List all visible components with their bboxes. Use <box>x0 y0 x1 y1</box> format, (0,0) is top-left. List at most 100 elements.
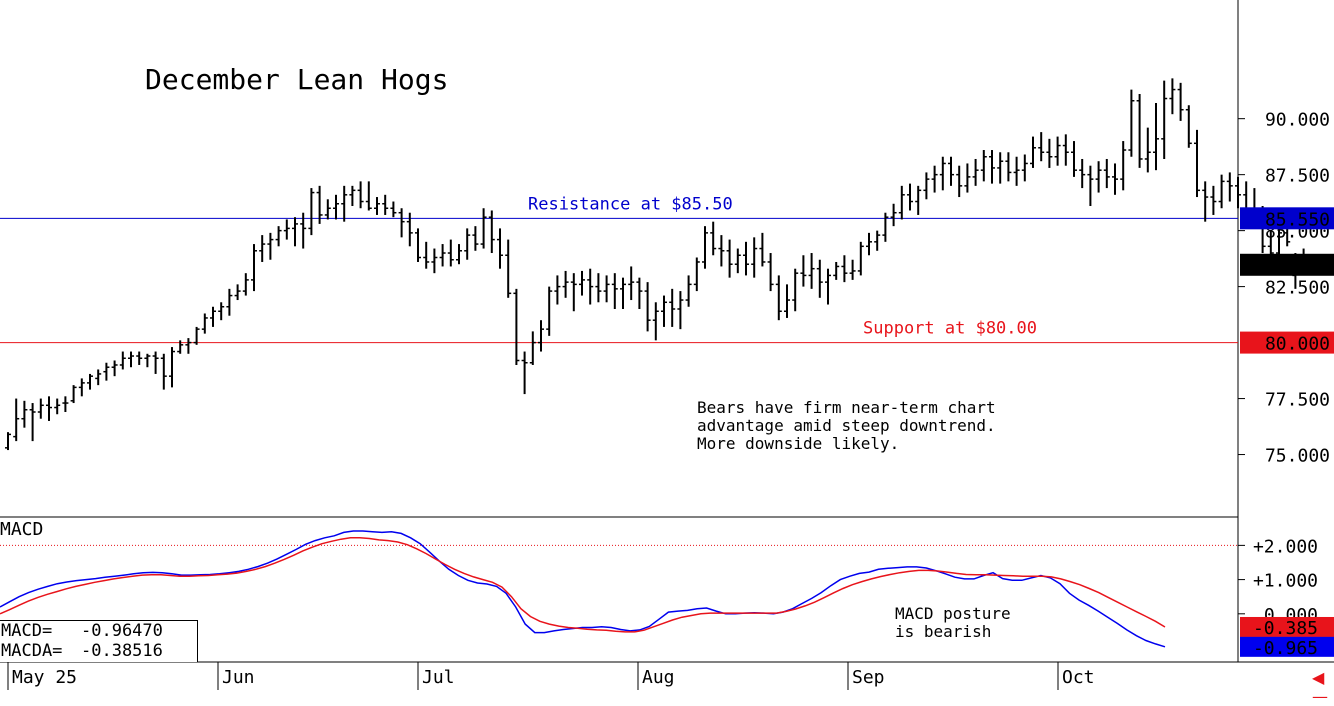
price-bar <box>562 270 569 298</box>
price-bar <box>62 396 69 412</box>
macd-line <box>0 530 1166 648</box>
price-bar <box>439 244 446 267</box>
resistance-tag-text: 85.550 <box>1265 209 1330 230</box>
price-bar <box>456 244 462 265</box>
price-bar <box>1120 141 1127 191</box>
price-bar <box>1062 134 1069 166</box>
price-bar <box>784 284 790 318</box>
price-bar <box>341 185 348 222</box>
bear-note-line-1: Bears have firm near-term chart <box>697 398 996 417</box>
price-bar <box>406 212 413 247</box>
price-bar <box>78 378 85 397</box>
price-bar <box>251 244 257 292</box>
price-bar <box>1103 158 1110 189</box>
macd-value-tag <box>1240 636 1334 657</box>
price-bar <box>874 230 881 251</box>
price-bar <box>931 165 938 193</box>
last-price-tag-text: 83.475 <box>1265 256 1330 277</box>
price-bar <box>964 163 971 193</box>
price-bar <box>259 235 266 262</box>
month-label: Jul <box>422 667 455 688</box>
price-bar <box>743 241 749 276</box>
price-bar <box>1226 172 1233 202</box>
price-bar <box>185 338 192 354</box>
price-bar <box>800 255 807 287</box>
price-bar <box>54 398 61 415</box>
price-bar <box>808 253 815 289</box>
macda-readout-value: -0.38516 <box>81 641 163 661</box>
price-bar <box>283 219 290 240</box>
price-bar <box>488 210 495 254</box>
macda-value-tag-text: -0.385 <box>1253 618 1318 639</box>
price-bar <box>775 275 782 321</box>
price-bar <box>636 277 643 309</box>
price-bar <box>382 194 389 215</box>
price-bar <box>267 232 274 260</box>
price-bar <box>1153 103 1159 171</box>
price-bar <box>554 275 561 305</box>
price-bar <box>505 239 512 298</box>
price-bar <box>1210 185 1217 215</box>
macd-note-line-2: is bearish <box>895 622 991 641</box>
price-bar <box>956 165 963 198</box>
price-bar <box>652 302 659 341</box>
price-bar <box>923 172 930 200</box>
price-bar <box>841 255 848 283</box>
price-bar <box>316 185 323 224</box>
price-tick-label: 77.500 <box>1265 390 1330 411</box>
price-bar <box>751 237 758 278</box>
price-bar <box>1169 78 1176 115</box>
price-bar <box>46 396 52 421</box>
price-bar <box>1005 152 1012 182</box>
price-bar <box>308 188 315 236</box>
resistance-tag <box>1240 207 1334 230</box>
price-bar <box>275 226 282 247</box>
price-bar <box>734 248 741 274</box>
scroll-left-arrow-icon[interactable]: ◀— <box>1312 668 1328 706</box>
price-bar <box>825 268 831 305</box>
month-label: Sep <box>852 667 885 688</box>
month-label: Aug <box>642 667 675 688</box>
macda-readout-row: MACDA= -0.38516 <box>1 641 197 661</box>
macd-tags: -0.385-0.965 <box>1240 616 1334 659</box>
macd-lines <box>0 530 1166 648</box>
price-bar <box>152 351 159 374</box>
price-bar <box>390 201 397 218</box>
price-bar <box>644 282 651 332</box>
price-bar <box>710 221 717 256</box>
price-bar <box>1136 94 1143 168</box>
price-bar <box>759 232 766 267</box>
price-bar <box>292 217 298 247</box>
price-bar <box>726 239 733 278</box>
price-tick-label: 87.500 <box>1265 166 1330 187</box>
price-bar <box>447 239 454 267</box>
price-bar <box>1087 165 1094 206</box>
price-bar <box>201 313 208 334</box>
price-bar <box>603 275 610 303</box>
price-bar <box>1095 161 1102 193</box>
price-bar <box>718 235 725 267</box>
price-bar <box>349 185 356 206</box>
month-label: May 25 <box>12 667 77 688</box>
price-bar <box>415 228 421 262</box>
price-bar <box>1071 141 1077 177</box>
price-bar <box>579 270 585 296</box>
price-tick-label: 82.500 <box>1265 278 1330 299</box>
price-bars <box>5 78 1307 451</box>
price-bar <box>677 291 684 330</box>
price-bar <box>980 150 987 182</box>
price-bar <box>890 203 897 227</box>
price-bar <box>464 228 471 260</box>
month-axis: May 25 Jun Jul Aug Sep Oct <box>7 662 1095 690</box>
price-bar <box>324 199 331 220</box>
price-bar <box>898 185 905 220</box>
price-bar <box>628 266 635 301</box>
price-bar <box>972 158 979 186</box>
price-bar <box>833 261 840 280</box>
price-bar <box>1161 80 1168 159</box>
price-bar <box>1185 105 1192 148</box>
macda-value-tag <box>1240 616 1334 637</box>
price-bar <box>521 351 528 395</box>
price-bar <box>160 353 167 390</box>
